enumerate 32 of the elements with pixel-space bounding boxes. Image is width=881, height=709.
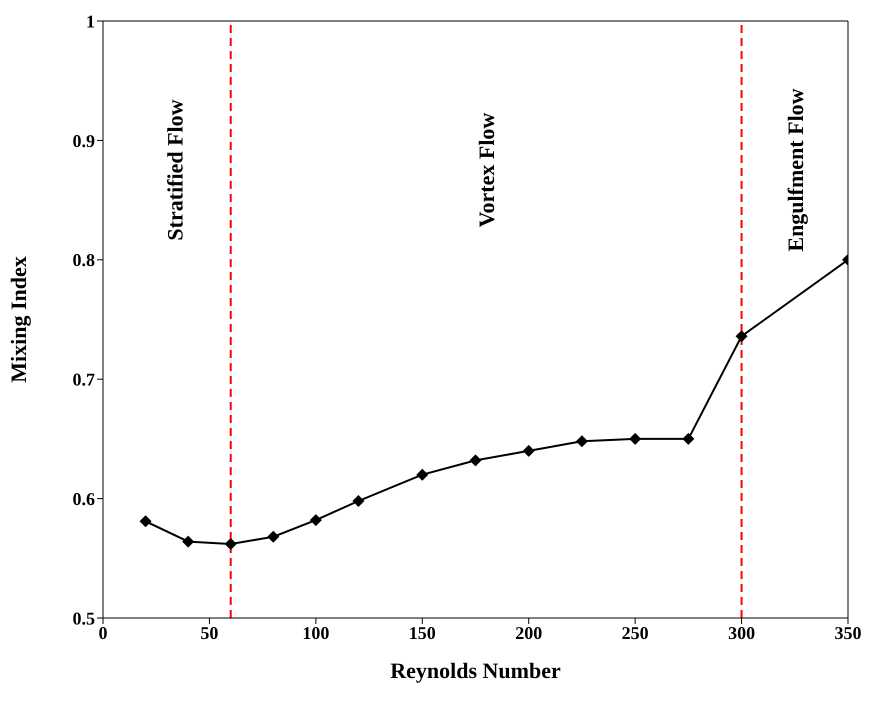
point: [182, 536, 194, 548]
y-tick-label: 1: [86, 11, 95, 32]
x-axis-title: Reynolds Number: [390, 658, 561, 683]
y-tick-label: 0.7: [72, 370, 95, 390]
point: [310, 514, 322, 526]
x-tick-label: 50: [200, 622, 218, 643]
point: [682, 432, 694, 445]
point: [224, 538, 237, 550]
x-tick-label: 350: [834, 622, 862, 643]
x-tick-label: 100: [302, 622, 330, 643]
x-tick-label: 0: [98, 622, 108, 643]
annotation: Vortex Flow: [474, 112, 500, 228]
point: [736, 330, 748, 342]
point: [576, 435, 588, 448]
annotation: Engulfment Flow: [783, 88, 808, 252]
point: [416, 468, 428, 481]
y-tick-label: 0.9: [72, 130, 95, 151]
point: [267, 530, 280, 543]
point: [470, 454, 482, 466]
x-tick-label: 200: [515, 622, 542, 643]
y-tick-label: 0.5: [72, 608, 95, 628]
x-tick-label: 150: [408, 622, 436, 643]
point: [522, 444, 535, 457]
point: [352, 494, 364, 507]
point: [629, 432, 642, 445]
y-tick-label: 0.6: [72, 488, 95, 509]
x-tick-label: 300: [728, 622, 756, 643]
annotation: Stratified Flow: [162, 99, 188, 241]
point: [140, 515, 152, 528]
x-tick-label: 250: [622, 622, 649, 643]
y-axis-title: Mixing Index: [6, 256, 31, 383]
y-tick-label: 0.8: [72, 250, 95, 270]
